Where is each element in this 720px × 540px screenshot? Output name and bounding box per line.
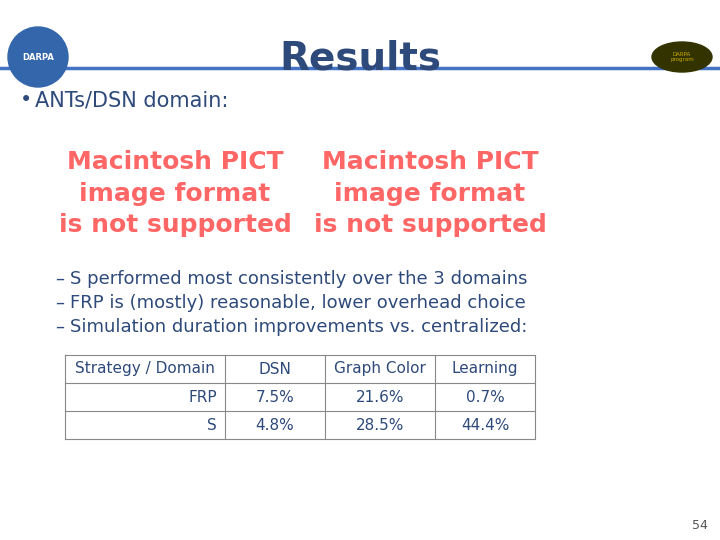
Text: Macintosh PICT
image format
is not supported: Macintosh PICT image format is not suppo… (58, 150, 292, 237)
Text: 21.6%: 21.6% (356, 389, 404, 404)
Text: –: – (55, 270, 64, 288)
Text: DARPA
program: DARPA program (670, 52, 694, 63)
Text: Results: Results (279, 40, 441, 78)
Text: S performed most consistently over the 3 domains: S performed most consistently over the 3… (70, 270, 528, 288)
Text: 54: 54 (692, 519, 708, 532)
Ellipse shape (652, 42, 712, 72)
Text: 44.4%: 44.4% (461, 417, 509, 433)
Text: –: – (55, 294, 64, 312)
Text: Learning: Learning (451, 361, 518, 376)
Text: S: S (207, 417, 217, 433)
Text: DARPA: DARPA (22, 52, 54, 62)
Text: 28.5%: 28.5% (356, 417, 404, 433)
Text: Simulation duration improvements vs. centralized:: Simulation duration improvements vs. cen… (70, 318, 527, 336)
Text: –: – (55, 318, 64, 336)
Text: 0.7%: 0.7% (466, 389, 505, 404)
Circle shape (8, 27, 68, 87)
Text: Strategy / Domain: Strategy / Domain (75, 361, 215, 376)
Text: DSN: DSN (258, 361, 292, 376)
Text: FRP: FRP (189, 389, 217, 404)
Text: Macintosh PICT
image format
is not supported: Macintosh PICT image format is not suppo… (314, 150, 546, 237)
Text: 7.5%: 7.5% (256, 389, 294, 404)
Text: FRP is (mostly) reasonable, lower overhead choice: FRP is (mostly) reasonable, lower overhe… (70, 294, 526, 312)
Text: Graph Color: Graph Color (334, 361, 426, 376)
Text: •: • (20, 90, 32, 110)
Text: ANTs/DSN domain:: ANTs/DSN domain: (35, 90, 228, 110)
Text: 4.8%: 4.8% (256, 417, 294, 433)
